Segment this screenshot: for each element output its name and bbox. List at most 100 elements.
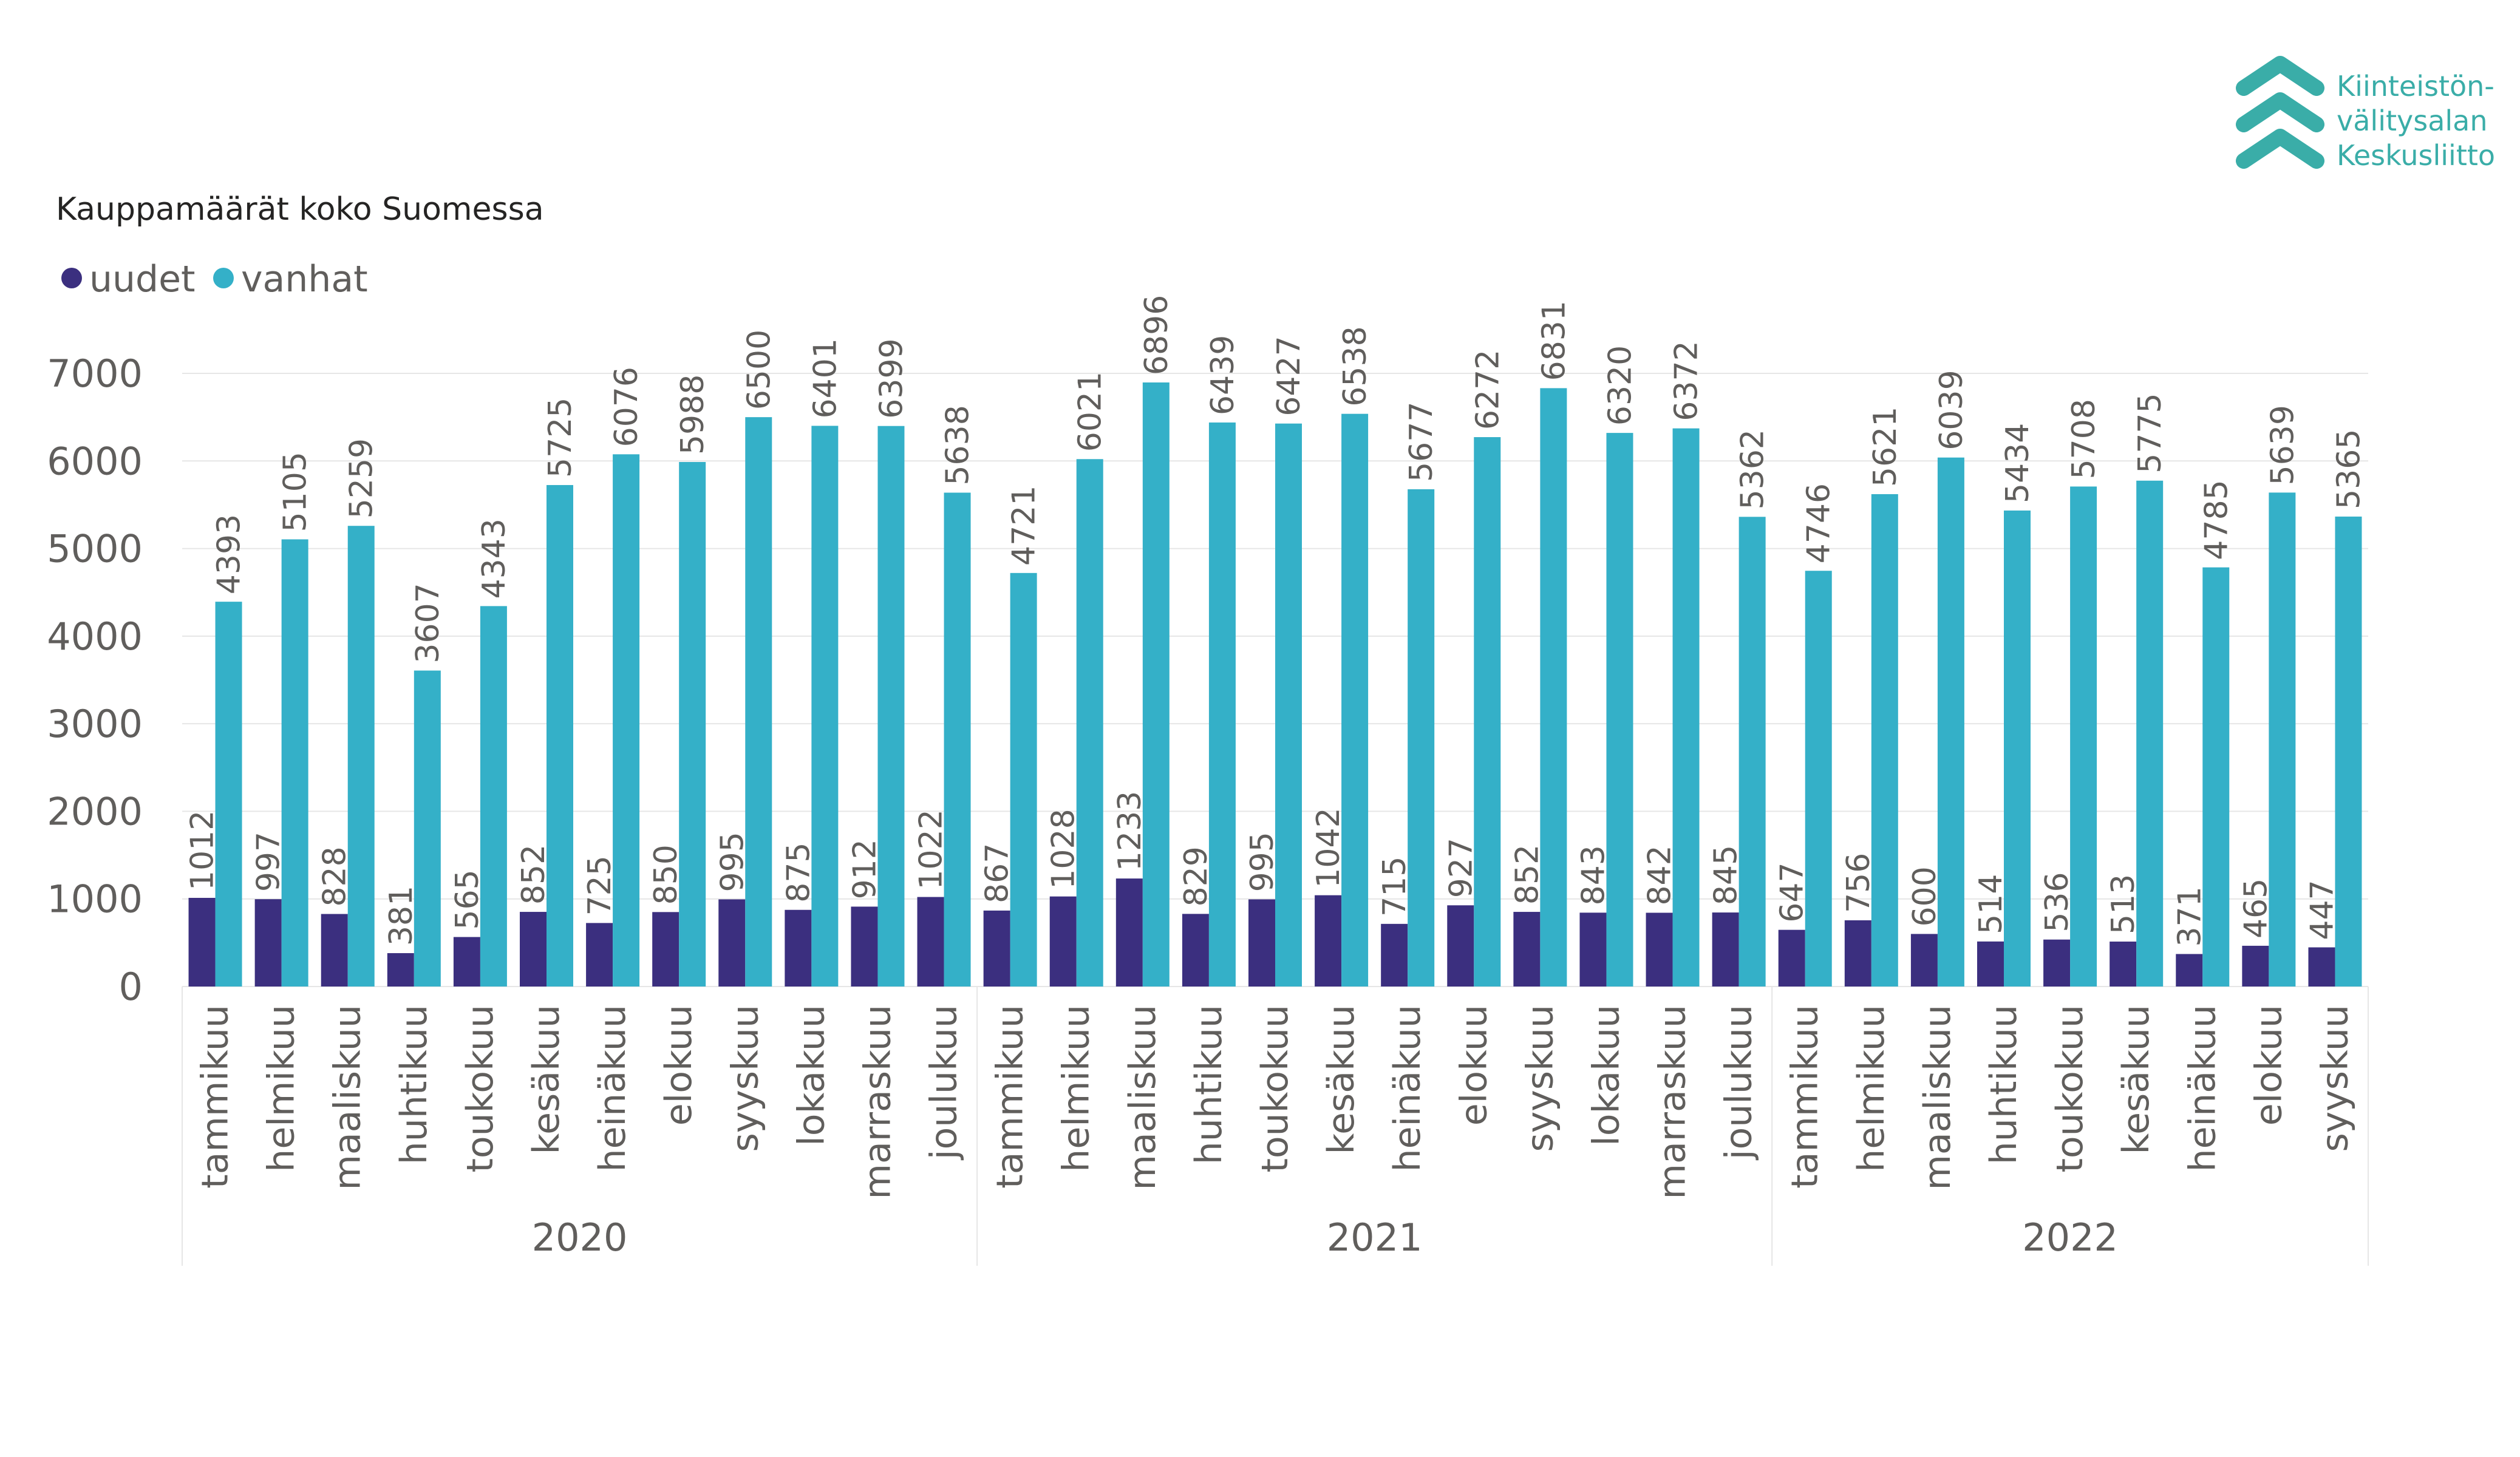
bar-vanhat — [1937, 457, 1964, 987]
bar-uudet — [917, 897, 944, 987]
bar-uudet — [2110, 941, 2137, 987]
x-tick-label: syyskuu — [2314, 1005, 2356, 1152]
x-tick-label: maaliskuu — [1122, 1005, 1164, 1190]
data-label-vanhat: 3607 — [410, 583, 446, 663]
bar-uudet — [2242, 945, 2269, 987]
x-tick-label: lokakuu — [1585, 1005, 1627, 1146]
x-tick-label: tammikuu — [194, 1005, 237, 1189]
y-tick-label: 3000 — [47, 702, 143, 746]
bar-uudet — [2176, 954, 2203, 987]
data-label-vanhat: 5725 — [542, 398, 579, 478]
bar-vanhat — [1672, 428, 1700, 987]
x-tick-label: toukokuu — [1254, 1005, 1296, 1173]
bar-uudet — [851, 906, 878, 987]
data-label-vanhat: 5365 — [2331, 429, 2367, 509]
data-label-vanhat: 4343 — [476, 518, 513, 599]
data-label-uudet: 647 — [1774, 862, 1811, 922]
bar-uudet — [1115, 878, 1143, 987]
chart-title: Kauppamäärät koko Suomessa — [56, 191, 544, 228]
chevron-logo-icon — [2236, 56, 2324, 169]
data-label-uudet: 850 — [648, 844, 684, 905]
data-label-uudet: 514 — [1973, 874, 2009, 934]
bar-vanhat — [347, 526, 375, 987]
data-label-uudet: 845 — [1708, 845, 1745, 905]
legend: uudet vanhat — [61, 258, 368, 301]
bar-uudet — [188, 897, 216, 987]
x-tick-label: joulukuu — [1718, 1005, 1760, 1161]
data-label-vanhat: 4393 — [211, 514, 248, 594]
data-label-uudet: 995 — [714, 832, 751, 892]
x-tick-label: syyskuu — [1519, 1005, 1561, 1152]
bar-uudet — [1910, 934, 1938, 987]
data-label-uudet: 843 — [1575, 845, 1612, 905]
data-label-uudet: 536 — [2039, 872, 2076, 932]
data-label-vanhat: 6831 — [1536, 301, 1572, 381]
data-label-uudet: 600 — [1907, 866, 1943, 926]
x-tick-label: helmikuu — [1850, 1005, 1893, 1172]
data-label-vanhat: 5434 — [2000, 423, 2036, 503]
bar-vanhat — [1408, 489, 1435, 987]
x-tick-label: kesäkuu — [2115, 1005, 2157, 1155]
bar-vanhat — [1208, 422, 1236, 987]
data-label-uudet: 1012 — [185, 810, 221, 891]
bar-uudet — [718, 899, 746, 987]
data-label-uudet: 997 — [251, 832, 287, 892]
x-tick-label: heinäkuu — [2181, 1005, 2224, 1172]
data-label-vanhat: 6039 — [1933, 370, 1970, 450]
data-label-uudet: 447 — [2304, 880, 2340, 940]
bar-vanhat — [2004, 510, 2031, 987]
data-label-uudet: 381 — [383, 886, 420, 946]
bar-uudet — [1182, 914, 1209, 987]
data-label-vanhat: 6320 — [1602, 345, 1638, 426]
x-tick-label: tammikuu — [989, 1005, 1032, 1189]
data-label-vanhat: 5639 — [2264, 405, 2301, 485]
y-tick-label: 0 — [119, 965, 143, 1009]
data-label-uudet: 927 — [1443, 838, 1479, 898]
bar-vanhat — [1341, 413, 1369, 987]
bar-uudet — [983, 910, 1010, 987]
data-label-uudet: 852 — [1509, 844, 1545, 905]
plot-area: 1012 4393 997 5105 828 5259 381 3607 565 4343 852 5… — [185, 295, 2367, 987]
bar-vanhat — [1076, 459, 1103, 987]
x-tick-label: kesäkuu — [525, 1005, 568, 1155]
bar-vanhat — [679, 462, 706, 987]
bar-uudet — [1447, 905, 1474, 987]
y-tick-label: 7000 — [47, 352, 143, 396]
y-tick-label: 6000 — [47, 439, 143, 483]
x-group-label: 2020 — [532, 1215, 628, 1260]
bar-uudet — [586, 923, 613, 987]
bar-uudet — [387, 953, 414, 987]
data-label-uudet: 1042 — [1310, 807, 1347, 888]
data-label-uudet: 875 — [780, 842, 817, 902]
x-tick-label: huhtikuu — [1983, 1005, 2025, 1164]
logo-line-1: Kiinteistön- — [2337, 70, 2494, 103]
data-label-vanhat: 6076 — [608, 367, 645, 447]
data-label-vanhat: 6896 — [1139, 295, 1175, 375]
data-label-vanhat: 6272 — [1469, 350, 1506, 430]
data-label-vanhat: 5677 — [1403, 402, 1440, 482]
data-label-vanhat: 6427 — [1271, 336, 1307, 416]
x-tick-label: marraskuu — [1652, 1005, 1694, 1199]
bar-uudet — [1844, 920, 1871, 987]
x-tick-label: toukokuu — [2049, 1005, 2091, 1173]
bar-uudet — [321, 914, 348, 987]
data-label-uudet: 465 — [2238, 878, 2274, 939]
y-tick-label: 4000 — [47, 614, 143, 659]
bar-uudet — [785, 909, 812, 987]
bar-vanhat — [215, 602, 242, 987]
x-tick-label: heinäkuu — [591, 1005, 634, 1172]
bar-vanhat — [1010, 572, 1037, 987]
legend-marker-vanhat — [213, 268, 234, 288]
bar-vanhat — [414, 670, 441, 987]
x-tick-label: elokuu — [2247, 1005, 2290, 1126]
bar-vanhat — [811, 426, 839, 987]
data-label-uudet: 912 — [846, 839, 883, 899]
data-label-uudet: 715 — [1377, 857, 1413, 917]
bar-uudet — [1248, 899, 1275, 987]
legend-label-uudet: uudet — [89, 258, 196, 301]
bar-vanhat — [1805, 571, 1832, 987]
bar-uudet — [1381, 923, 1408, 987]
bar-vanhat — [2269, 492, 2296, 987]
bar-vanhat — [1606, 433, 1633, 987]
bar-vanhat — [480, 606, 507, 987]
